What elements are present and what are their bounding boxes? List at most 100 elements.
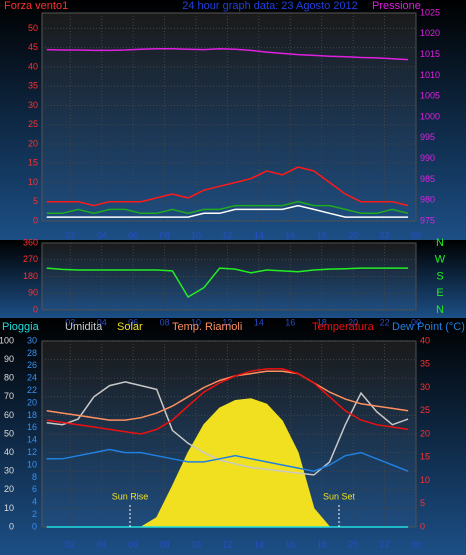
x-tick-label: 06 — [128, 230, 138, 240]
y2-tick-label: 40 — [420, 335, 430, 345]
y-tick-label: 35 — [28, 81, 38, 91]
y3-tick-label: 26 — [27, 360, 37, 370]
y-tick-label: 20 — [4, 484, 14, 494]
y-tick-label: 10 — [4, 503, 14, 513]
x-tick-label: 02 — [65, 230, 75, 240]
y3-tick-label: 18 — [27, 410, 37, 420]
plot-area — [41, 12, 417, 222]
x-tick-label: 18 — [317, 539, 327, 549]
y3-tick-label: 12 — [27, 447, 37, 457]
y2-tick-label: 35 — [420, 359, 430, 369]
y-tick-label: 30 — [4, 466, 14, 476]
legend-entry: Temperatura — [312, 321, 375, 333]
x-tick-label: 00 — [411, 539, 421, 549]
y-tick-label: 70 — [4, 391, 14, 401]
y-tick-label: 0 — [33, 215, 38, 225]
y2-tick-label: 20 — [420, 428, 430, 438]
x-tick-label: 04 — [97, 539, 107, 549]
x-tick-label: 14 — [254, 317, 264, 327]
x-tick-label: 14 — [254, 230, 264, 240]
annotation: Sun Set — [323, 491, 356, 501]
y3-tick-label: 14 — [27, 435, 37, 445]
y3-tick-label: 30 — [27, 335, 37, 345]
x-tick-label: 00 — [411, 317, 421, 327]
x-tick-label: 12 — [222, 317, 232, 327]
line — [46, 267, 409, 299]
line — [46, 448, 409, 472]
y-tick-label: 270 — [23, 254, 38, 264]
y3-tick-label: 22 — [27, 385, 37, 395]
y2-tick-label: 1000 — [420, 111, 440, 121]
x-tick-label: 10 — [191, 317, 201, 327]
chart-title: 24 hour graph data: 23 Agosto 2012 — [182, 0, 358, 12]
line — [46, 166, 409, 207]
axis-label: Pressione — [372, 0, 421, 12]
line — [46, 204, 409, 218]
y2-tick-label: 0 — [420, 521, 425, 531]
line — [46, 381, 409, 476]
y3-tick-label: 10 — [27, 459, 37, 469]
y-tick-label: 90 — [4, 354, 14, 364]
legend-entry: Temp. Riarnoli — [172, 321, 242, 333]
x-tick-label: 08 — [160, 539, 170, 549]
y2-tick-label: 990 — [420, 153, 435, 163]
x-tick-label: 14 — [254, 539, 264, 549]
legend-entry: Pioggia — [2, 321, 40, 333]
y2-tick-label: N — [436, 304, 444, 316]
y-tick-label: 50 — [4, 428, 14, 438]
legend-entry: Umidita — [65, 321, 103, 333]
line — [46, 368, 409, 435]
y-tick-label: 90 — [28, 288, 38, 298]
x-tick-label: 04 — [97, 317, 107, 327]
y2-tick-label: 980 — [420, 195, 435, 205]
annotation: Sun Rise — [112, 491, 149, 501]
y-tick-label: 40 — [28, 61, 38, 71]
x-tick-label: 16 — [285, 317, 295, 327]
x-tick-label: 20 — [348, 317, 358, 327]
y-tick-label: 15 — [28, 158, 38, 168]
x-tick-label: 02 — [65, 539, 75, 549]
y2-tick-label: 5 — [420, 498, 425, 508]
y2-tick-label: 995 — [420, 132, 435, 142]
legend-entry: Solar — [117, 321, 143, 333]
x-tick-label: 18 — [317, 317, 327, 327]
line — [46, 370, 409, 421]
y2-tick-label: 25 — [420, 405, 430, 415]
y2-tick-label: W — [435, 254, 446, 266]
y3-tick-label: 2 — [32, 509, 37, 519]
y3-tick-label: 28 — [27, 348, 37, 358]
y2-tick-label: 1010 — [420, 70, 440, 80]
x-tick-label: 18 — [317, 230, 327, 240]
y2-tick-label: 1015 — [420, 49, 440, 59]
y-tick-label: 0 — [9, 521, 14, 531]
y-tick-label: 360 — [23, 237, 38, 247]
y2-tick-label: N — [436, 237, 444, 249]
y-tick-label: 45 — [28, 42, 38, 52]
axis-label: Forza vento1 — [4, 0, 68, 12]
y-tick-label: 25 — [28, 119, 38, 129]
y-tick-label: 100 — [0, 335, 14, 345]
x-tick-label: 20 — [348, 539, 358, 549]
y2-tick-label: 15 — [420, 452, 430, 462]
line — [46, 48, 409, 61]
y2-tick-label: 1020 — [420, 28, 440, 38]
x-tick-label: 10 — [191, 230, 201, 240]
y-tick-label: 180 — [23, 271, 38, 281]
y-tick-label: 10 — [28, 177, 38, 187]
y3-tick-label: 24 — [27, 373, 37, 383]
y2-tick-label: 975 — [420, 215, 435, 225]
x-tick-label: 04 — [97, 230, 107, 240]
y3-tick-label: 8 — [32, 472, 37, 482]
x-tick-label: 08 — [160, 230, 170, 240]
y2-tick-label: 30 — [420, 382, 430, 392]
y3-tick-label: 4 — [32, 497, 37, 507]
x-tick-label: 06 — [128, 317, 138, 327]
x-tick-label: 20 — [348, 230, 358, 240]
x-tick-label: 12 — [222, 539, 232, 549]
x-tick-label: 16 — [285, 230, 295, 240]
y-tick-label: 30 — [28, 100, 38, 110]
y3-tick-label: 20 — [27, 397, 37, 407]
x-tick-label: 06 — [128, 539, 138, 549]
y2-tick-label: 1005 — [420, 91, 440, 101]
x-tick-label: 00 — [411, 230, 421, 240]
